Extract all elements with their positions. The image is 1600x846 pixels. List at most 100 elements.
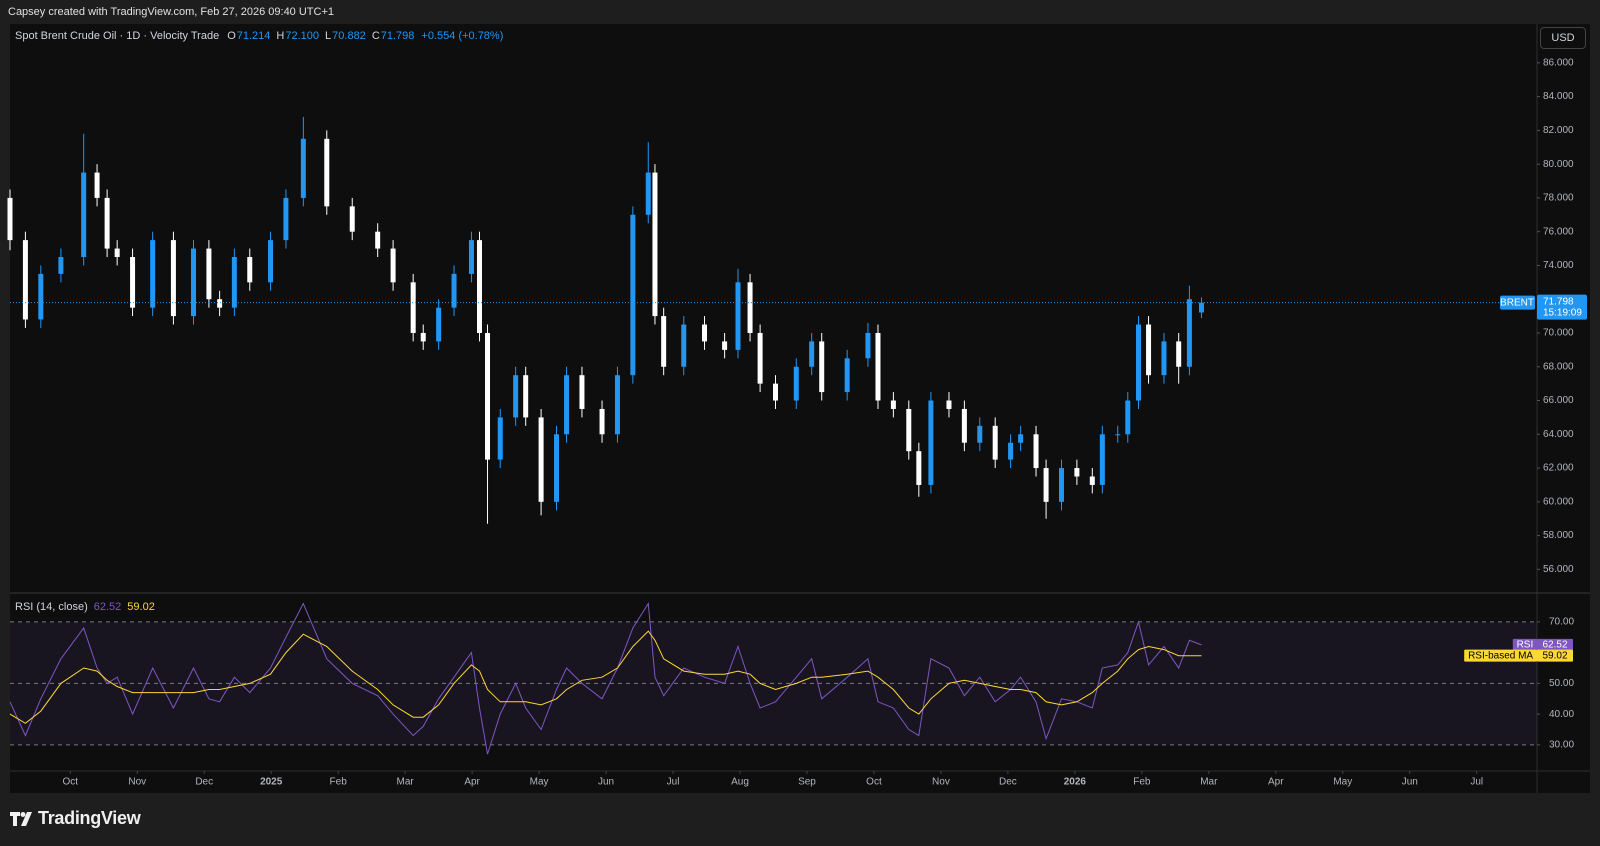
candle-body [324,138,330,207]
candle-body [150,240,156,308]
candle-body [468,240,474,274]
candle-body [702,324,708,342]
candle-body [268,240,274,283]
candle-body [661,316,667,367]
series-badge [1512,638,1537,651]
candle-body [875,332,881,401]
rsi-values: 62.52 59.02 [94,601,161,613]
time-tick-label: Apr [1268,777,1284,788]
candle-body [22,240,28,320]
time-tick-label: Mar [397,777,415,788]
price-tick-label: 64.000 [1543,429,1574,440]
time-tick-label: Dec [195,777,213,788]
candle-body [231,257,237,308]
candle-body [206,248,212,300]
price-tick-label: 84.000 [1543,91,1574,102]
legend-value: 71.798 [380,30,415,42]
time-tick-label: Nov [128,777,146,788]
legend-key: C [371,30,380,42]
price-tick-label: 80.000 [1543,159,1574,170]
rsi-tick-label: 40.00 [1549,709,1574,720]
candle-body [485,332,491,460]
price-tick-label: 76.000 [1543,226,1574,237]
candle-body [375,231,381,249]
candle-body [538,417,544,502]
legend-value: 71.214 [236,30,271,42]
price-badge [1537,294,1587,320]
time-tick-label: Feb [330,777,348,788]
price-tick-label: 60.000 [1543,496,1574,507]
rsi-title: RSI (14, close) [15,601,88,613]
candle-body [1018,434,1024,443]
attribution: Capsey created with TradingView.com, Feb… [8,6,335,18]
candle-body [283,197,289,241]
value-badge [1537,649,1573,662]
candle-body [906,408,912,452]
candle-body [890,400,896,409]
candle-body [1074,468,1080,477]
candle-body [476,240,482,333]
time-tick-label: Jun [1402,777,1418,788]
candle-body [513,375,519,418]
countdown-label: 15:19:09 [1543,307,1582,318]
candle-body [1146,324,1152,376]
candle-body [793,366,799,401]
candle-body [599,408,605,435]
candle-body [217,299,223,308]
price-tick-label: 86.000 [1543,57,1574,68]
candle-body [928,400,934,485]
price-tick-label: 66.000 [1543,395,1574,406]
candle-body [436,307,442,342]
candle-body [7,197,13,241]
symbol-label: BRENT [1500,297,1534,308]
candle-body [630,214,636,376]
series-badge-name: RSI-based MA [1468,650,1533,661]
symbol-title: Spot Brent Crude Oil · 1D · Velocity Tra… [15,30,220,42]
candle-body [1058,468,1064,502]
candle-body [1186,299,1192,367]
candle-body [247,257,253,283]
candle-body [390,248,396,283]
candle-body [523,375,529,418]
price-tick-label: 58.000 [1543,530,1574,541]
rsi-legend-value: 59.02 [127,601,155,613]
time-tick-label: Oct [62,777,78,788]
time-tick-label: Apr [464,777,480,788]
candle-body [1043,468,1049,502]
time-tick-label: Nov [932,777,950,788]
candle-body [645,172,651,215]
candle-body [722,341,728,350]
time-tick-label: Dec [999,777,1017,788]
time-tick-label: Mar [1200,777,1218,788]
candle-body [961,408,967,443]
last-price-label: 71.798 [1543,296,1574,307]
price-tick-label: 82.000 [1543,125,1574,136]
rsi-line [9,630,1202,724]
rsi-legend: RSI (14, close) 62.52 59.02 [15,601,161,613]
candle-body [579,375,585,409]
candle-body [114,248,120,258]
candle-body [38,273,44,320]
candle-body [809,341,815,367]
candle-body [681,324,687,367]
legend-key: O [227,30,236,42]
currency-button[interactable]: USD [1540,27,1586,49]
time-tick-label: Jun [598,777,614,788]
time-tick-label: 2026 [1064,777,1087,788]
candle-body [497,417,503,460]
rsi-legend-value: 62.52 [93,601,122,613]
legend-value: 70.882 [332,30,366,42]
candle-body [1136,324,1142,401]
candle-body [170,240,176,317]
candle-body [420,332,426,342]
candle-body [130,257,136,308]
candle-body [1033,434,1039,469]
candles [7,116,1204,524]
candle-body [946,400,952,409]
candle-body [1008,442,1014,460]
candle-body [652,172,658,317]
candle-body [735,282,741,350]
rsi-line [9,601,1202,755]
symbol-badge [1500,295,1535,310]
